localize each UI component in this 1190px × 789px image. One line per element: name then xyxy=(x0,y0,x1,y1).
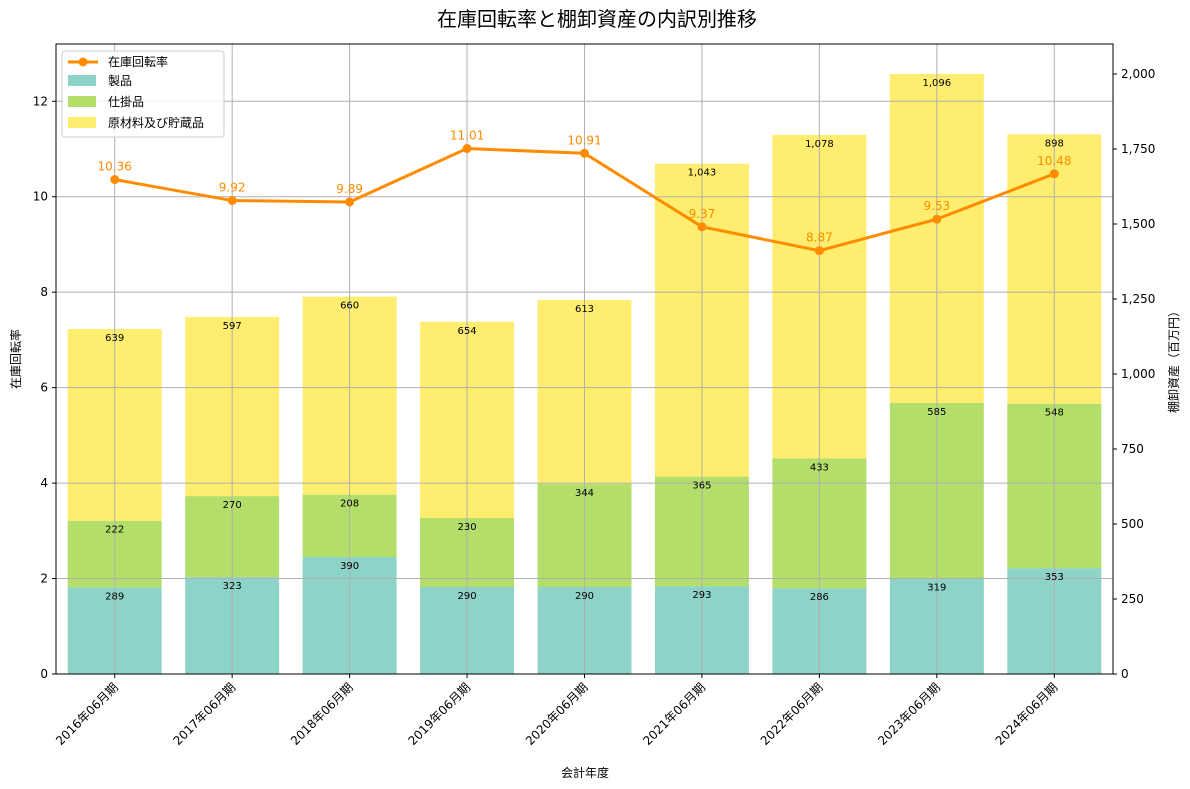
bar-value-label: 1,078 xyxy=(805,139,834,150)
bar-value-label: 290 xyxy=(458,591,477,602)
turnover-point xyxy=(697,222,707,232)
chart-title: 在庫回転率と棚卸資産の内訳別推移 xyxy=(437,7,757,31)
turnover-value-label: 8.87 xyxy=(806,231,833,245)
y-left-tick-label: 2 xyxy=(40,572,48,586)
x-axis-label: 会計年度 xyxy=(561,765,609,780)
bar-value-label: 1,096 xyxy=(923,78,952,89)
bar-value-label: 293 xyxy=(692,590,711,601)
x-tick-label: 2019年06月期 xyxy=(405,680,473,748)
turnover-value-label: 10.36 xyxy=(98,160,132,174)
bar-value-label: 365 xyxy=(692,481,711,492)
bar-value-label: 290 xyxy=(575,591,594,602)
bar-value-label: 323 xyxy=(223,581,242,592)
x-tick-label: 2017年06月期 xyxy=(171,680,239,748)
bar-value-label: 613 xyxy=(575,304,594,315)
bar-value-label: 433 xyxy=(810,462,829,473)
bar-value-label: 1,043 xyxy=(688,168,717,179)
bar-value-label: 344 xyxy=(575,488,594,499)
x-tick-label: 2016年06月期 xyxy=(53,680,121,748)
grid xyxy=(56,44,1113,675)
legend-swatch-marker xyxy=(78,57,88,67)
bar-value-label: 289 xyxy=(105,591,124,602)
y-right-tick-label: 1,500 xyxy=(1121,217,1155,231)
bar-value-label: 230 xyxy=(458,522,477,533)
bar-value-label: 597 xyxy=(223,321,242,332)
data-labels: 289 323 390 290 290 293 286 319 353 222 270 208 230 3… xyxy=(105,78,1064,603)
y-right-tick-label: 1,750 xyxy=(1121,142,1155,156)
y-right-tick-label: 1,250 xyxy=(1121,292,1155,306)
turnover-line: 10.36 9.92 9.89 11.01 10.91 9.37 8.87 9.53 10.48 xyxy=(98,129,1071,256)
turnover-point xyxy=(580,148,589,158)
legend-label: 製品 xyxy=(108,74,132,88)
y-right-tick-label: 2,000 xyxy=(1121,67,1155,81)
turnover-point xyxy=(345,197,355,207)
bar-value-label: 585 xyxy=(927,407,946,418)
y-left-tick-label: 6 xyxy=(40,381,48,395)
turnover-point xyxy=(227,196,237,206)
y-left-tick-label: 10 xyxy=(33,190,48,204)
bar-value-label: 270 xyxy=(223,500,242,511)
turnover-value-label: 10.48 xyxy=(1037,154,1071,168)
legend-label: 仕掛品 xyxy=(108,94,144,109)
bar-value-label: 208 xyxy=(340,499,359,510)
x-tick-label: 2021年06月期 xyxy=(640,680,708,748)
turnover-point xyxy=(462,144,472,154)
turnover-value-label: 9.92 xyxy=(219,181,246,195)
y-right-tick-label: 1,000 xyxy=(1121,367,1155,381)
turnover-point xyxy=(110,175,120,185)
turnover-value-label: 11.01 xyxy=(450,129,484,143)
y-right-tick-label: 250 xyxy=(1121,592,1144,606)
bar-value-label: 898 xyxy=(1045,138,1064,149)
y-left-tick-label: 0 xyxy=(40,667,48,681)
turnover-value-label: 9.37 xyxy=(689,207,716,221)
x-tick-label: 2020年06月期 xyxy=(523,680,591,748)
x-tick-label: 2024年06月期 xyxy=(993,680,1061,748)
y-right-tick-label: 0 xyxy=(1121,667,1129,681)
bar-value-label: 319 xyxy=(927,582,946,593)
bar-value-label: 390 xyxy=(340,561,359,572)
turnover-value-label: 9.53 xyxy=(923,199,950,213)
turnover-point xyxy=(814,246,824,256)
legend-box xyxy=(61,50,225,138)
y-axis-left-label: 在庫回転率 xyxy=(8,329,23,389)
bar-value-label: 660 xyxy=(340,301,359,312)
bar-value-label: 654 xyxy=(458,326,477,337)
legend-label: 在庫回転率 xyxy=(108,54,168,69)
bar-value-label: 548 xyxy=(1045,408,1064,419)
y-left-tick-label: 8 xyxy=(40,285,48,299)
turnover-value-label: 10.91 xyxy=(567,133,601,147)
bar-value-label: 286 xyxy=(810,592,829,603)
x-tick-label: 2022年06月期 xyxy=(758,680,826,748)
turnover-value-label: 9.89 xyxy=(336,182,363,196)
turnover-point xyxy=(932,214,942,224)
y-left-tick-label: 4 xyxy=(40,476,48,490)
y-right-tick-label: 500 xyxy=(1121,517,1144,531)
turnover-point xyxy=(1049,169,1059,179)
bar-value-label: 353 xyxy=(1045,572,1064,583)
legend-swatch-bar xyxy=(68,117,96,128)
y-right-tick-label: 750 xyxy=(1121,442,1144,456)
x-tick-label: 2023年06月期 xyxy=(875,680,943,748)
bar-value-label: 222 xyxy=(105,525,124,536)
y-axis-right-label: 棚卸資産（百万円） xyxy=(1166,305,1181,413)
legend-swatch-bar xyxy=(68,75,96,86)
bar-value-label: 639 xyxy=(105,333,124,344)
x-tick-label: 2018年06月期 xyxy=(288,680,356,748)
legend-swatch-bar xyxy=(68,96,96,107)
y-left-tick-label: 12 xyxy=(33,94,48,108)
legend-label: 原材料及び貯蔵品 xyxy=(108,116,204,130)
